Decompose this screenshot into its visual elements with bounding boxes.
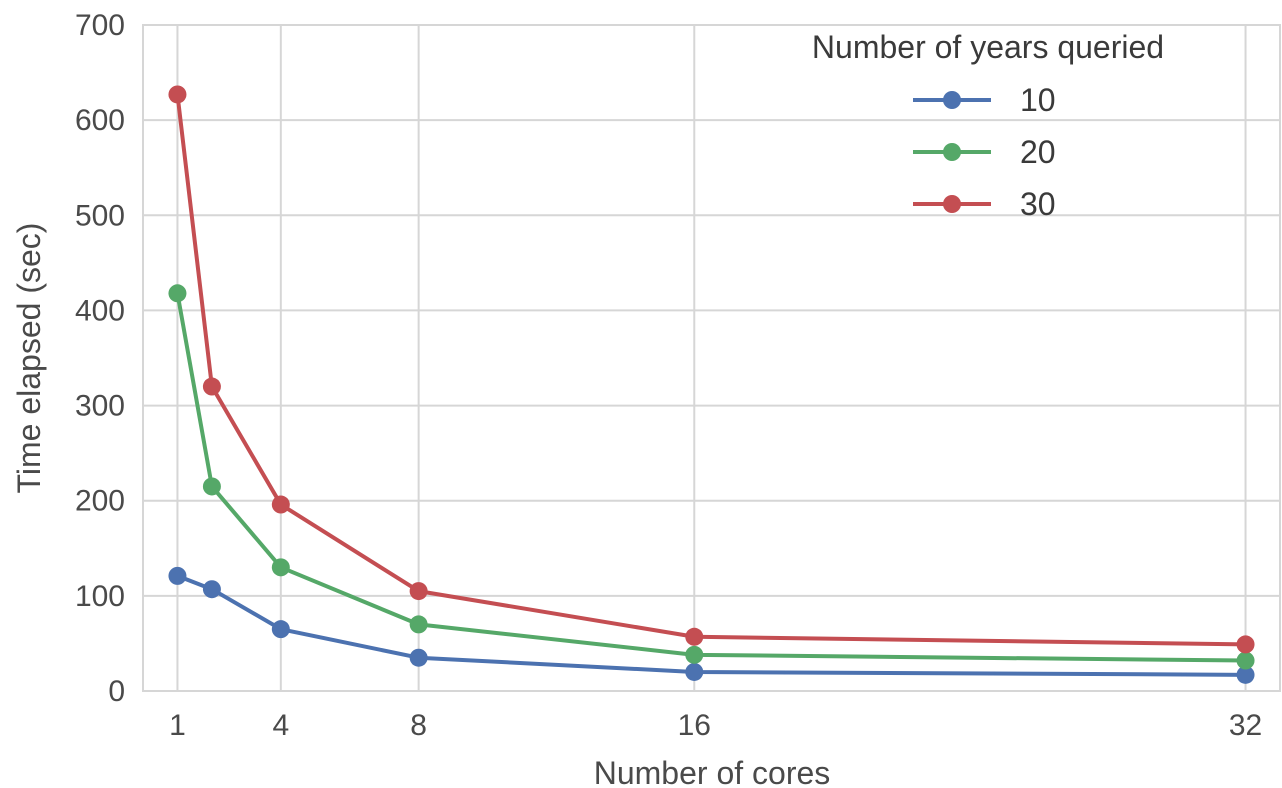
data-point: [202, 377, 221, 396]
data-point: [271, 620, 290, 639]
legend-marker: [943, 195, 961, 213]
data-point: [202, 580, 221, 599]
x-tick-label: 8: [410, 709, 427, 742]
data-point: [685, 645, 704, 664]
data-point: [202, 477, 221, 496]
legend-label: 20: [1020, 134, 1056, 170]
y-axis: 0 100 200 300 400 500 600 700: [75, 9, 125, 708]
x-tick-label: 4: [272, 709, 289, 742]
series-group: [168, 85, 1255, 684]
data-point: [168, 85, 187, 104]
data-point: [1236, 651, 1255, 670]
y-tick-label: 300: [75, 390, 125, 423]
series-20: [168, 284, 1255, 670]
series-line: [175, 292, 1246, 663]
data-point: [409, 582, 428, 601]
x-axis: 1 4 8 16 32: [169, 709, 1262, 742]
x-tick-label: 1: [169, 709, 186, 742]
legend-marker: [943, 91, 961, 109]
y-tick-label: 200: [75, 485, 125, 518]
y-tick-label: 700: [75, 9, 125, 42]
data-point: [168, 566, 187, 585]
legend-title: Number of years queried: [812, 29, 1164, 65]
series-line: [175, 94, 1246, 647]
legend-item: 20: [913, 134, 1056, 170]
legend-marker: [943, 143, 961, 161]
legend-item: 30: [913, 186, 1056, 222]
data-point: [409, 648, 428, 667]
data-point: [1236, 665, 1255, 684]
data-point: [409, 615, 428, 634]
x-axis-title: Number of cores: [594, 755, 831, 788]
y-tick-label: 0: [108, 675, 125, 708]
legend-label: 30: [1020, 186, 1056, 222]
legend-label: 10: [1020, 82, 1056, 118]
data-point: [168, 284, 187, 303]
series-10: [168, 566, 1255, 684]
legend-item: 10: [913, 82, 1056, 118]
y-tick-label: 600: [75, 104, 125, 137]
y-tick-label: 100: [75, 580, 125, 613]
plot-frame: [142, 24, 1281, 692]
data-point: [685, 662, 704, 681]
legend: Number of years queried 10 20 30: [812, 29, 1164, 222]
y-tick-label: 500: [75, 199, 125, 232]
data-point: [1236, 635, 1255, 654]
x-tick-label: 32: [1229, 709, 1262, 742]
y-axis-title: Time elapsed (sec): [11, 223, 47, 494]
data-point: [685, 627, 704, 646]
data-point: [271, 558, 290, 577]
x-tick-label: 16: [678, 709, 711, 742]
y-tick-label: 400: [75, 294, 125, 327]
grid: [142, 24, 1281, 692]
data-point: [271, 495, 290, 514]
series-30: [168, 85, 1255, 654]
